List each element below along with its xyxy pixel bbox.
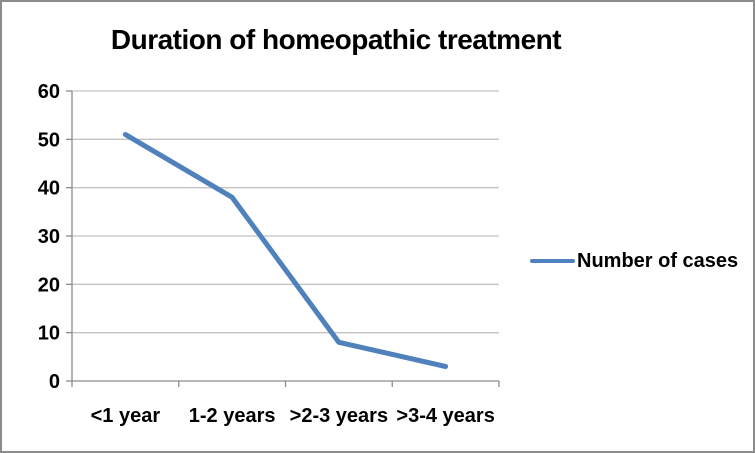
category-label: >3-4 years	[396, 405, 494, 427]
series-line	[122, 132, 449, 369]
y-tick-label: 20	[38, 274, 60, 296]
legend-label: Number of cases	[577, 249, 739, 272]
y-tick-label: 0	[49, 371, 60, 393]
category-label: 1-2 years	[189, 405, 276, 427]
legend-line-swatch	[530, 259, 575, 263]
y-tick-label: 10	[38, 323, 60, 345]
category-label: >2-3 years	[290, 405, 388, 427]
chart-title: Duration of homeopathic treatment	[110, 24, 562, 55]
legend: Number of cases	[530, 248, 738, 274]
y-tick-label: 50	[38, 129, 60, 151]
y-tick-label: 40	[38, 178, 60, 200]
y-tick-label: 30	[38, 226, 60, 248]
y-tick-label: 60	[38, 81, 60, 103]
category-label: <1 year	[91, 405, 161, 427]
